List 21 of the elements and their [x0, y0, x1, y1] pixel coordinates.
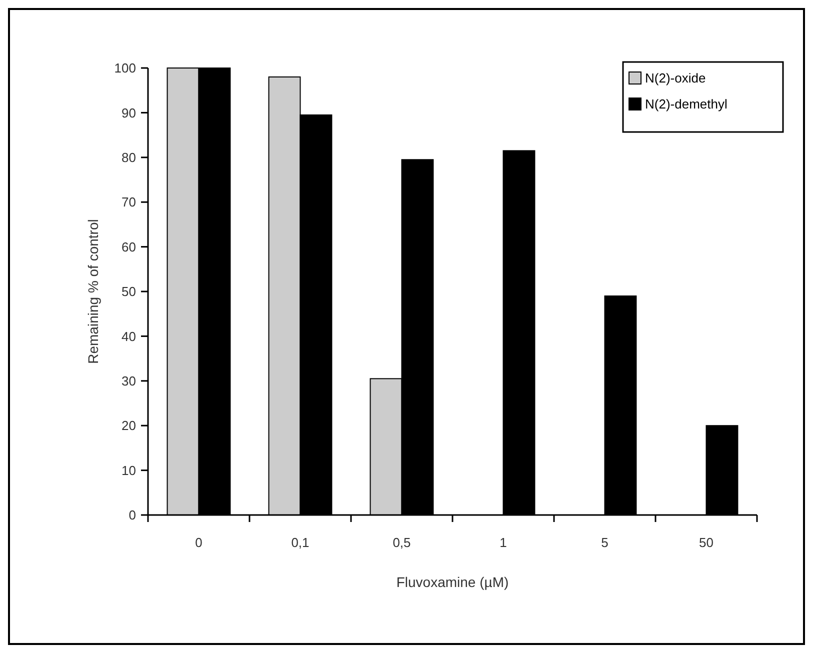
- x-tick-label: 1: [500, 535, 507, 550]
- y-tick-label: 80: [122, 150, 136, 165]
- x-tick-label: 5: [601, 535, 608, 550]
- y-tick-label: 0: [128, 508, 136, 523]
- y-tick-label: 60: [122, 239, 136, 254]
- x-tick-label: 50: [699, 535, 714, 550]
- y-tick-label: 30: [122, 373, 136, 388]
- y-axis-title: Remaining % of control: [85, 219, 101, 364]
- y-tick-label: 100: [114, 60, 136, 76]
- x-tick-label: 0,1: [291, 535, 310, 550]
- y-tick-label: 40: [122, 328, 136, 344]
- y-tick-label: 50: [122, 284, 136, 300]
- y-tick-label: 10: [122, 462, 136, 478]
- y-tick-label: 70: [122, 194, 136, 210]
- x-tick-label: 0: [195, 535, 202, 550]
- legend-label: N(2)-oxide: [645, 70, 706, 86]
- x-axis-title: Fluvoxamine (µM): [396, 574, 509, 590]
- x-tick-label: 0,5: [392, 535, 411, 550]
- legend-label: N(2)-demethyl: [645, 96, 728, 112]
- y-tick-label: 20: [122, 418, 136, 434]
- y-tick-label: 90: [122, 105, 136, 120]
